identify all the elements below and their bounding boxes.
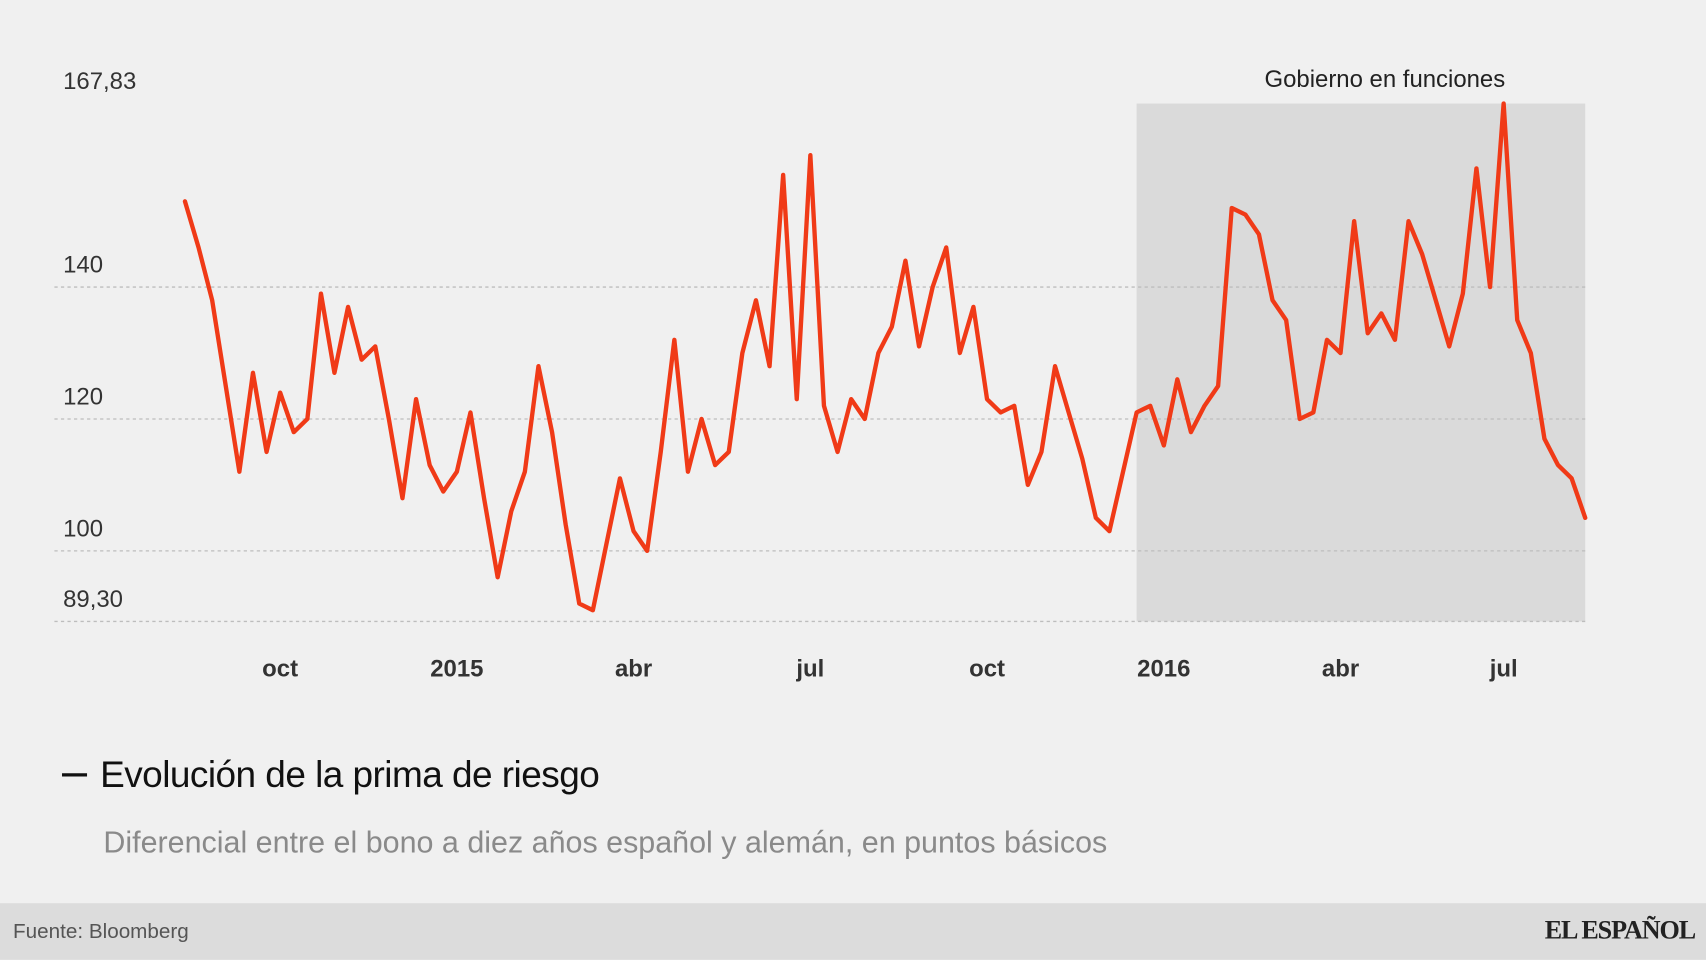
- x-tick-label: 2016: [1137, 656, 1190, 683]
- plot-area: Gobierno en funciones 89,30 100 120 140 167,8…: [54, 66, 1588, 683]
- y-tick-label: 167,83: [63, 68, 136, 95]
- legend-label: Evolución de la prima de riesgo: [100, 754, 599, 795]
- y-tick-label: 140: [63, 252, 103, 279]
- annotation: Gobierno en funciones: [1264, 66, 1505, 93]
- source: Fuente: Bloomberg: [13, 920, 189, 943]
- brand-logo: EL ESPAÑOL: [1545, 916, 1696, 945]
- x-tick-label: oct: [262, 656, 298, 683]
- x-tick-label: abr: [615, 656, 652, 683]
- highlight-band: [1136, 103, 1586, 622]
- x-tick-label: jul: [795, 656, 824, 683]
- series-line: [182, 101, 1588, 613]
- subtitle: Diferencial entre el bono a diez años es…: [103, 826, 1107, 860]
- y-tick-label: 120: [63, 384, 103, 411]
- x-tick-label: abr: [1322, 656, 1359, 683]
- y-tick-label: 100: [63, 516, 103, 543]
- footer: [0, 903, 1706, 960]
- y-tick-label: 89,30: [63, 586, 123, 613]
- x-tick-label: jul: [1489, 656, 1518, 683]
- x-tick-label: 2015: [430, 656, 483, 683]
- x-tick-label: oct: [969, 656, 1005, 683]
